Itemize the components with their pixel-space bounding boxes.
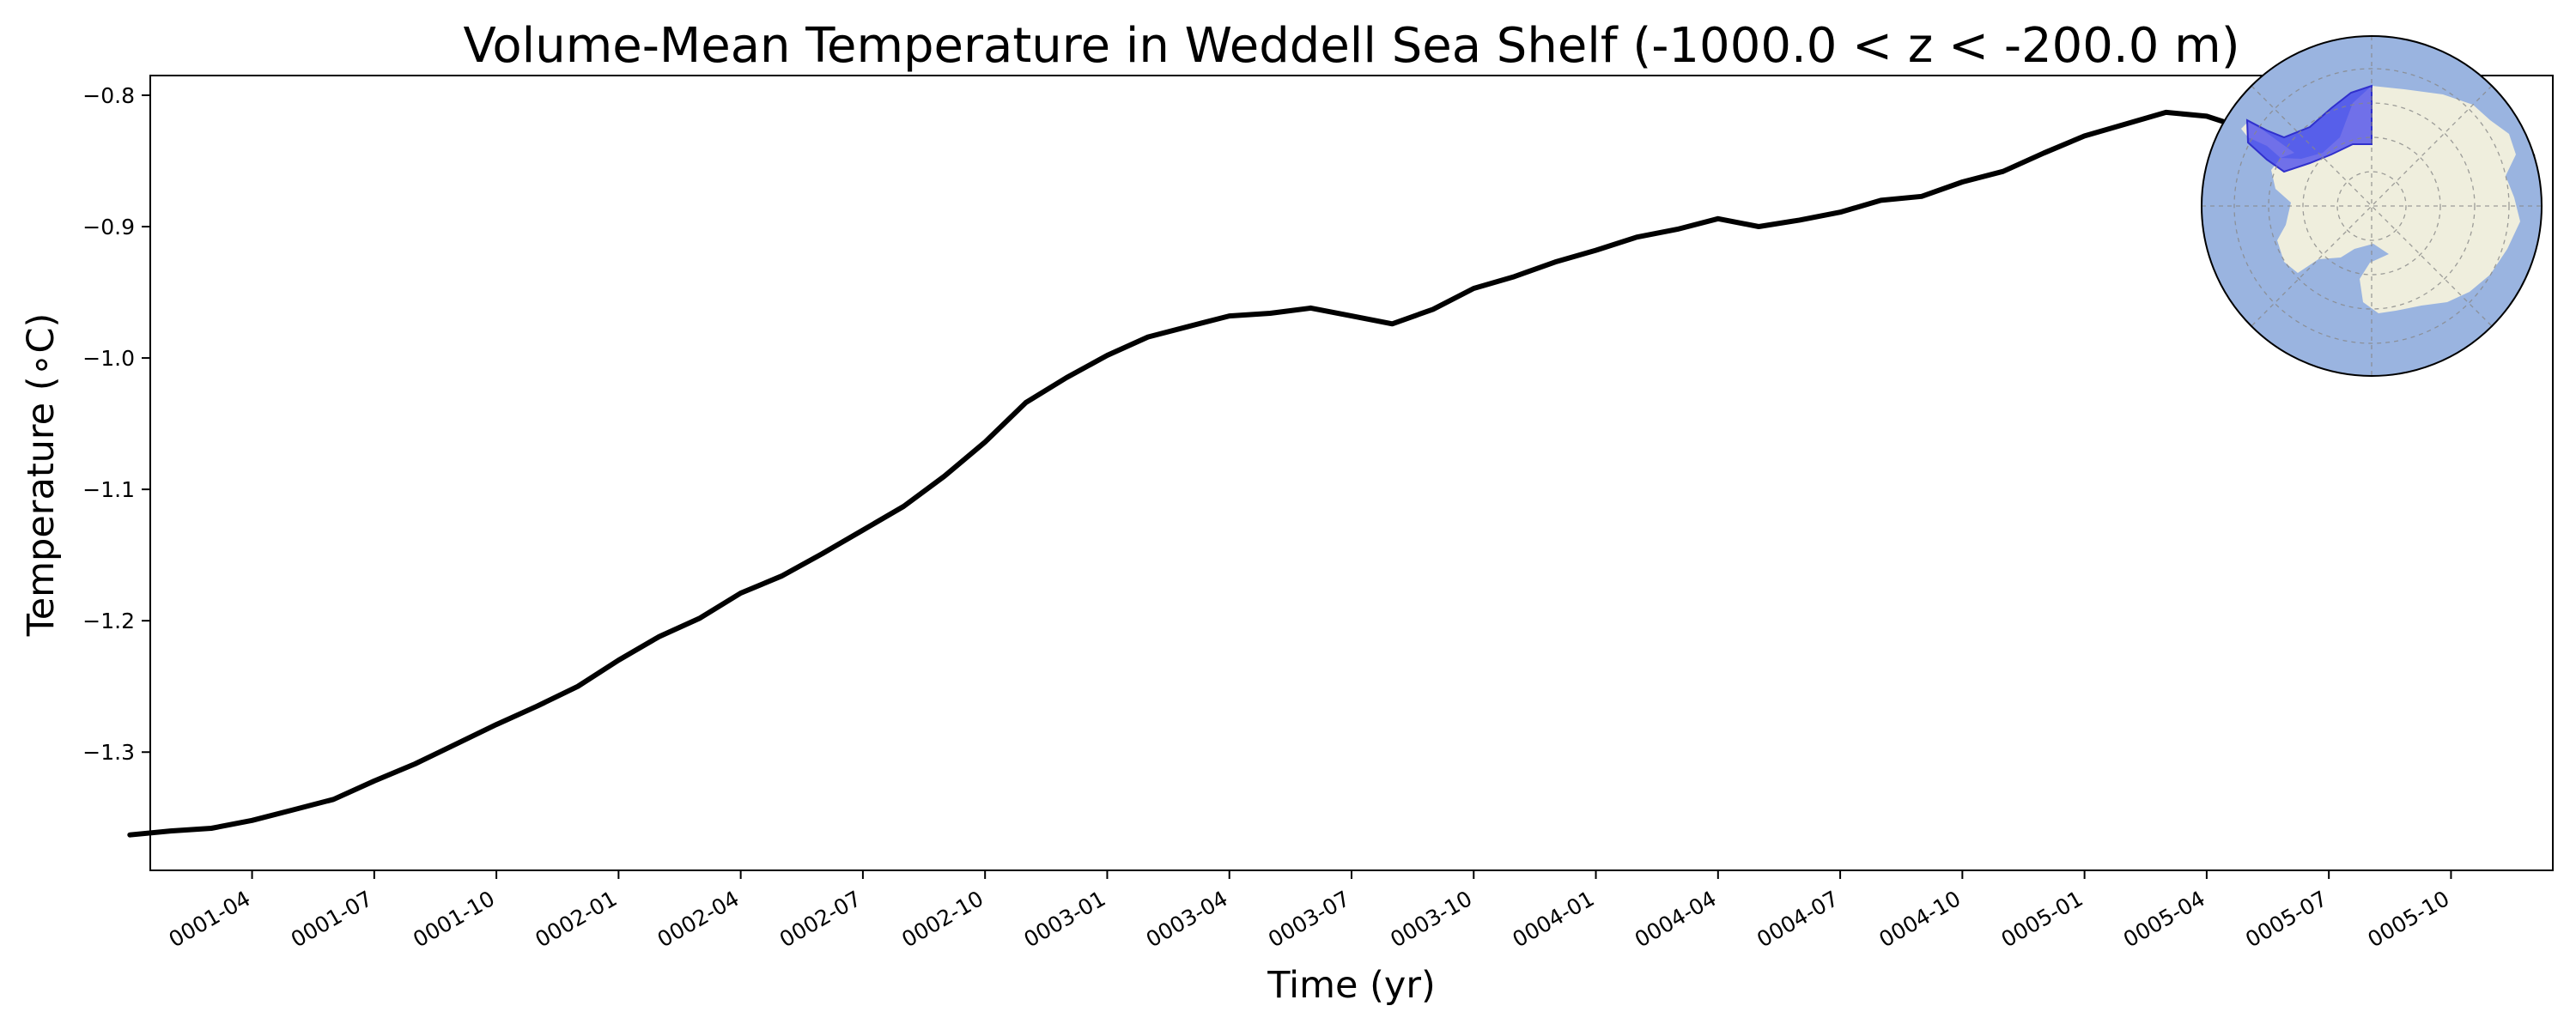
x-tick-label: 0003-07 bbox=[1264, 886, 1354, 952]
y-axis-label: Temperature (∘C) bbox=[20, 313, 63, 638]
plot-frame bbox=[149, 75, 2554, 871]
map-border bbox=[2201, 35, 2543, 377]
x-tick-label: 0004-01 bbox=[1509, 886, 1599, 952]
map-graticule bbox=[2202, 36, 2542, 376]
x-axis-ticks: 0001-04 0001-07 0001-10 0002-01 0002-04 0002-… bbox=[165, 870, 2453, 952]
x-tick-label: 0005-07 bbox=[2241, 886, 2331, 952]
x-tick-label: 0003-10 bbox=[1386, 886, 1476, 952]
antarctica-inset-map bbox=[2201, 35, 2543, 377]
y-axis-ticks: −1.3 −1.2 −1.1 −1.0 −0.9 −0.8 bbox=[82, 83, 150, 765]
x-tick-label: 0003-04 bbox=[1142, 886, 1232, 952]
x-tick-label: 0005-04 bbox=[2119, 886, 2209, 952]
x-tick-label: 0001-04 bbox=[165, 886, 255, 952]
x-tick-label: 0002-07 bbox=[775, 886, 866, 952]
y-tick-label: −0.9 bbox=[82, 215, 135, 239]
x-tick-label: 0004-07 bbox=[1753, 886, 1843, 952]
x-tick-label: 0001-07 bbox=[287, 886, 377, 952]
y-tick-label: −1.1 bbox=[82, 477, 135, 502]
map-antarctica-landmass bbox=[2271, 86, 2520, 313]
temperature-line bbox=[127, 109, 2536, 838]
x-axis-label: Time (yr) bbox=[1267, 964, 1436, 1007]
weddell-shelf-region bbox=[2245, 84, 2372, 173]
x-tick-label: 0001-10 bbox=[409, 886, 499, 952]
y-tick-label: −1.3 bbox=[82, 740, 135, 765]
y-tick-label: −0.8 bbox=[82, 83, 135, 108]
x-tick-label: 0002-01 bbox=[531, 886, 621, 952]
chart-title: Volume-Mean Temperature in Weddell Sea S… bbox=[463, 18, 2239, 74]
x-tick-label: 0005-10 bbox=[2363, 886, 2453, 952]
series-layer bbox=[127, 109, 2536, 838]
x-tick-label: 0004-10 bbox=[1874, 886, 1965, 952]
x-tick-label: 0003-01 bbox=[1019, 886, 1109, 952]
x-tick-label: 0002-04 bbox=[653, 886, 744, 952]
x-tick-label: 0005-01 bbox=[1997, 886, 2087, 952]
x-tick-label: 0004-04 bbox=[1631, 886, 1721, 952]
y-tick-label: −1.0 bbox=[82, 346, 135, 371]
y-tick-label: −1.2 bbox=[82, 609, 135, 633]
x-tick-label: 0002-10 bbox=[897, 886, 987, 952]
